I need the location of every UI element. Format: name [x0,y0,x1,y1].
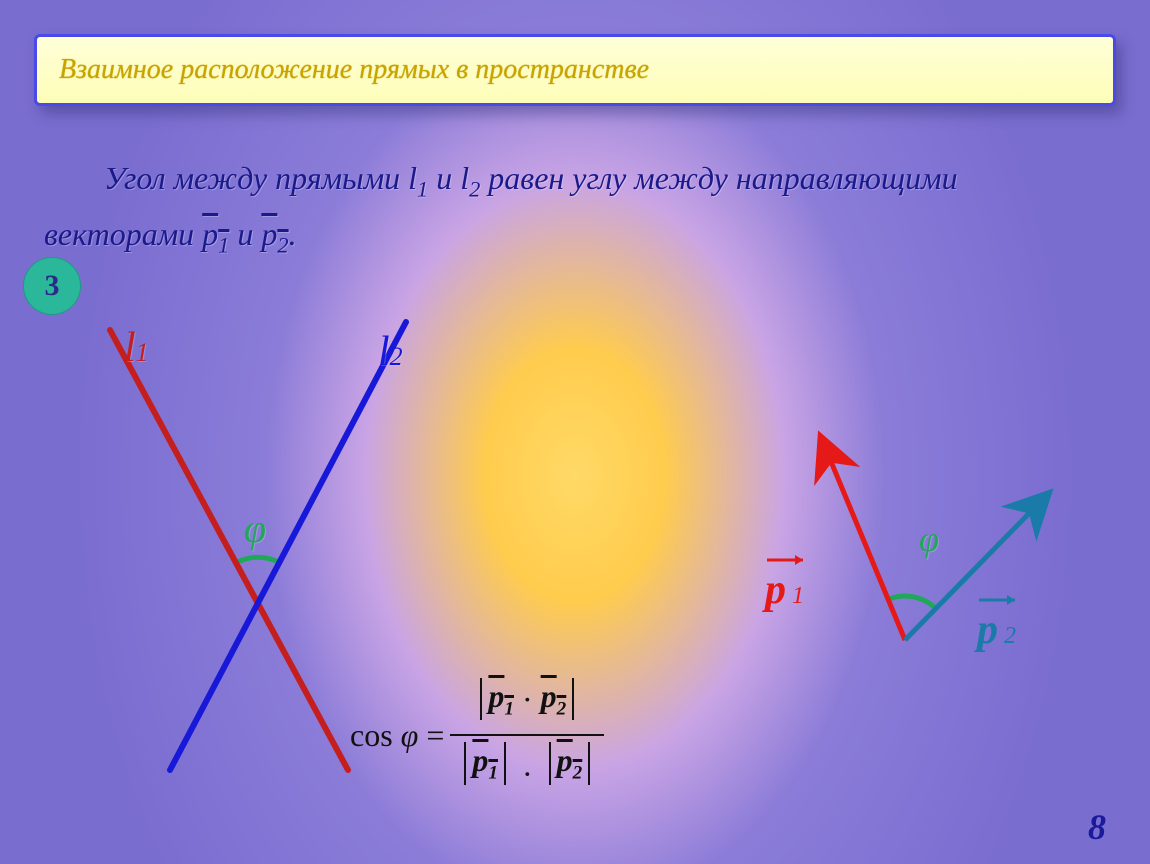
label-p1: p 1 [765,566,804,614]
page-number: 8 [1088,806,1106,848]
formula-lhs: cos φ = [350,717,444,754]
cosine-formula: cos φ = p1 · p2 p1 · p2 [350,672,604,799]
label-phi-vectors: φ [919,518,939,560]
label-p2: p 2 [977,606,1016,654]
